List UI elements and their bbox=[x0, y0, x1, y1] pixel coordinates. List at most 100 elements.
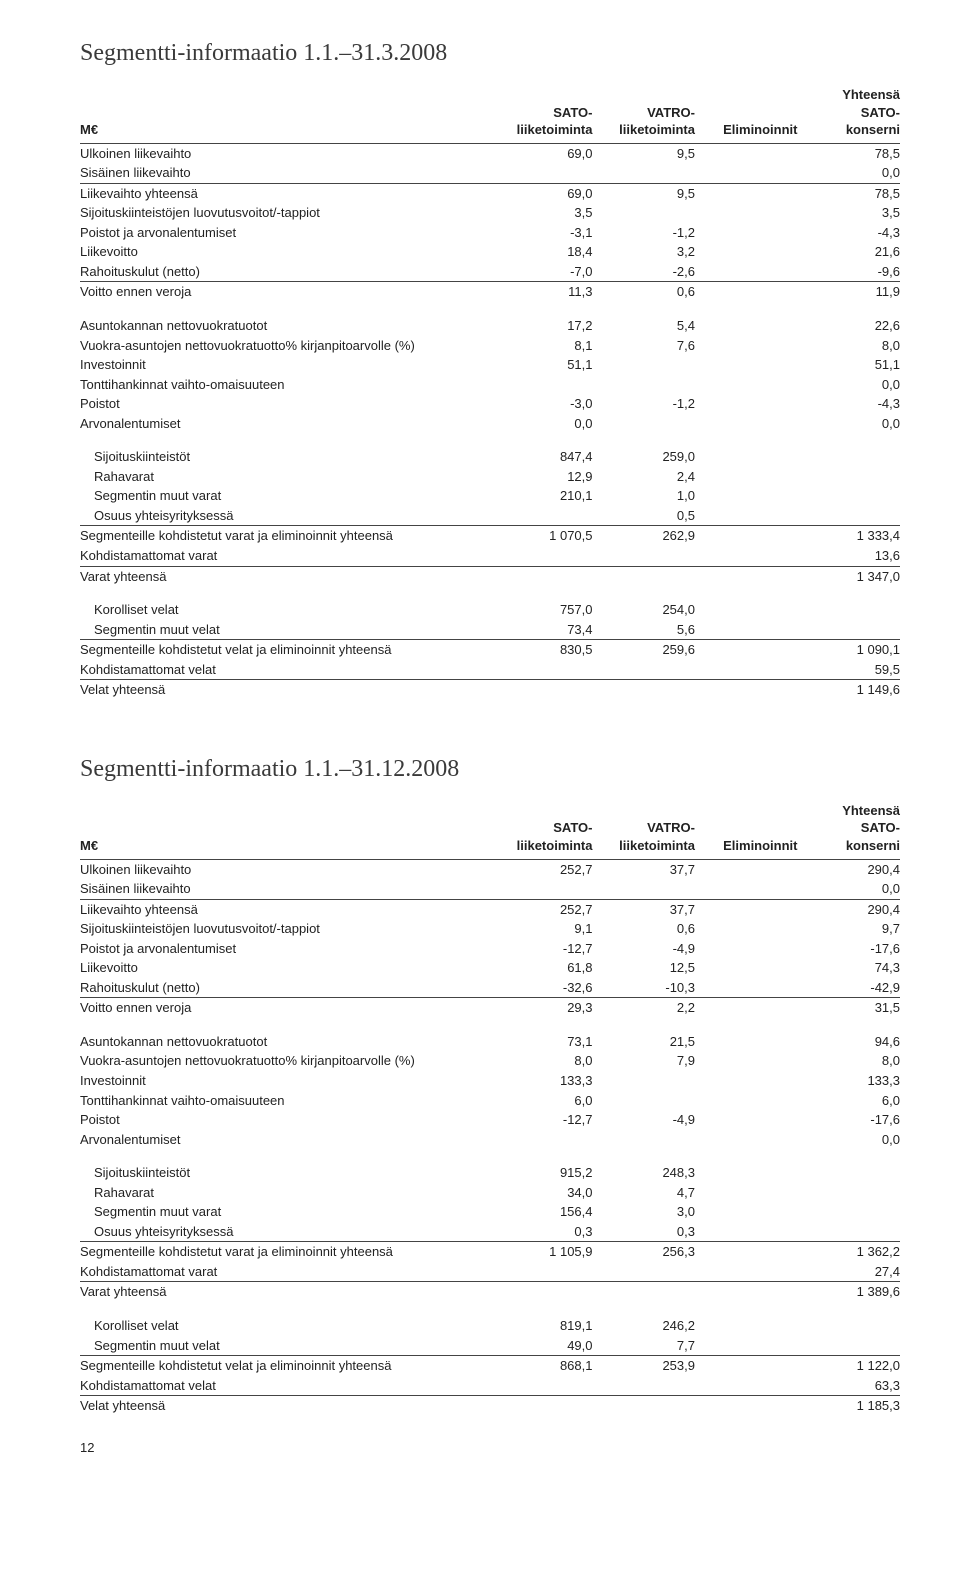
cell-smvl-0: 49,0 bbox=[490, 1336, 593, 1356]
cell-oyy-3 bbox=[798, 506, 901, 526]
cell-skvl-1: 253,9 bbox=[593, 1356, 696, 1376]
table-row: Poistot ja arvonalentumiset-3,1-1,2-4,3 bbox=[80, 223, 900, 243]
cell-skvl-3: 1 122,0 bbox=[798, 1356, 901, 1376]
cell-ant-1: 21,5 bbox=[593, 1032, 696, 1052]
cell-sis-0 bbox=[490, 163, 593, 183]
cell-vev-3: 31,5 bbox=[798, 998, 901, 1018]
row-label-rah: Rahoituskulut (netto) bbox=[80, 262, 490, 282]
cell-smv-0: 210,1 bbox=[490, 486, 593, 506]
cell-arv-1 bbox=[593, 1130, 696, 1150]
cell-vay-1 bbox=[593, 1282, 696, 1302]
table-row: Segmentin muut varat210,11,0 bbox=[80, 486, 900, 506]
cell-inv-1 bbox=[593, 1071, 696, 1091]
cell-vay-0 bbox=[490, 566, 593, 586]
cell-smv-3 bbox=[798, 486, 901, 506]
table-row: Sijoituskiinteistöjen luovutusvoitot/-ta… bbox=[80, 203, 900, 223]
cell-skvl-0: 868,1 bbox=[490, 1356, 593, 1376]
cell-rva-2 bbox=[695, 467, 798, 487]
cell-lvy-0: 69,0 bbox=[490, 183, 593, 203]
cell-ton-0 bbox=[490, 375, 593, 395]
cell-sjk-1: 259,0 bbox=[593, 447, 696, 467]
cell-poi-3: -17,6 bbox=[798, 1110, 901, 1130]
cell-arv-0 bbox=[490, 1130, 593, 1150]
cell-ton-3: 6,0 bbox=[798, 1091, 901, 1111]
cell-vev-0: 11,3 bbox=[490, 282, 593, 302]
cell-ton-2 bbox=[695, 1091, 798, 1111]
cell-smv-1: 3,0 bbox=[593, 1202, 696, 1222]
table-row: Kohdistamattomat varat27,4 bbox=[80, 1262, 900, 1282]
cell-smvl-2 bbox=[695, 1336, 798, 1356]
table-row: Varat yhteensä1 389,6 bbox=[80, 1282, 900, 1302]
cell-sis-1 bbox=[593, 879, 696, 899]
cell-ant-3: 22,6 bbox=[798, 316, 901, 336]
table-row: Kohdistamattomat varat 13,6 bbox=[80, 546, 900, 566]
cell-pja-0: -3,1 bbox=[490, 223, 593, 243]
cell-poi-1: -4,9 bbox=[593, 1110, 696, 1130]
cell-lvy-3: 78,5 bbox=[798, 183, 901, 203]
row-label-poi: Poistot bbox=[80, 1110, 490, 1130]
table-row: Voitto ennen veroja29,32,231,5 bbox=[80, 998, 900, 1018]
table-row: Arvonalentumiset 0,0 bbox=[80, 1130, 900, 1150]
cell-ulk-2 bbox=[695, 859, 798, 879]
table-row: Segmentin muut velat49,07,7 bbox=[80, 1336, 900, 1356]
cell-kmv-1 bbox=[593, 1262, 696, 1282]
cell-lvo-0: 61,8 bbox=[490, 958, 593, 978]
cell-kmv-2 bbox=[695, 1262, 798, 1282]
cell-ulk-1: 9,5 bbox=[593, 143, 696, 163]
cell-sij-0: 9,1 bbox=[490, 919, 593, 939]
cell-kmv-3: 13,6 bbox=[798, 546, 901, 566]
cell-vly-2 bbox=[695, 680, 798, 700]
cell-skvl-2 bbox=[695, 640, 798, 660]
cell-smv-1: 1,0 bbox=[593, 486, 696, 506]
cell-arv-3: 0,0 bbox=[798, 1130, 901, 1150]
row-label-rva: Rahavarat bbox=[80, 467, 490, 487]
cell-vly-1 bbox=[593, 680, 696, 700]
cell-kmv-1 bbox=[593, 546, 696, 566]
cell-smv-3 bbox=[798, 1202, 901, 1222]
cell-skv-1: 262,9 bbox=[593, 526, 696, 546]
cell-kmv-0 bbox=[490, 1262, 593, 1282]
row-label-skvl: Segmenteille kohdistetut velat ja elimin… bbox=[80, 640, 490, 660]
cell-sij-3: 9,7 bbox=[798, 919, 901, 939]
cell-vak-3: 8,0 bbox=[798, 1051, 901, 1071]
cell-kmvl-3: 59,5 bbox=[798, 660, 901, 680]
cell-rah-2 bbox=[695, 262, 798, 282]
table-row: Liikevaihto yhteensä69,09,578,5 bbox=[80, 183, 900, 203]
col-header-vatro: VATRO-liiketoiminta bbox=[593, 85, 696, 143]
cell-skv-1: 256,3 bbox=[593, 1242, 696, 1262]
cell-sij-1: 0,6 bbox=[593, 919, 696, 939]
cell-sjk-2 bbox=[695, 1163, 798, 1183]
cell-pja-2 bbox=[695, 223, 798, 243]
cell-poi-2 bbox=[695, 394, 798, 414]
cell-lvy-0: 252,7 bbox=[490, 899, 593, 919]
table-row: Segmenteille kohdistetut velat ja elimin… bbox=[80, 1356, 900, 1376]
cell-kmvl-0 bbox=[490, 660, 593, 680]
cell-lvy-2 bbox=[695, 183, 798, 203]
cell-ulk-3: 290,4 bbox=[798, 859, 901, 879]
row-label-smvl: Segmentin muut velat bbox=[80, 1336, 490, 1356]
cell-rah-0: -7,0 bbox=[490, 262, 593, 282]
row-label-kmvl: Kohdistamattomat velat bbox=[80, 660, 490, 680]
cell-kov-1: 246,2 bbox=[593, 1316, 696, 1336]
col-header-meur: M€ bbox=[80, 85, 490, 143]
row-label-inv: Investoinnit bbox=[80, 355, 490, 375]
cell-oyy-1: 0,3 bbox=[593, 1222, 696, 1242]
row-label-skv: Segmenteille kohdistetut varat ja elimin… bbox=[80, 526, 490, 546]
row-label-vev: Voitto ennen veroja bbox=[80, 282, 490, 302]
table-row: Kohdistamattomat velat 59,5 bbox=[80, 660, 900, 680]
table-row: Vuokra-asuntojen nettovuokratuotto% kirj… bbox=[80, 336, 900, 356]
cell-lvo-0: 18,4 bbox=[490, 242, 593, 262]
cell-rva-1: 4,7 bbox=[593, 1183, 696, 1203]
row-label-lvo: Liikevoitto bbox=[80, 958, 490, 978]
cell-smv-2 bbox=[695, 1202, 798, 1222]
table-row: Segmentin muut varat156,43,0 bbox=[80, 1202, 900, 1222]
table-row: Poistot ja arvonalentumiset-12,7-4,9-17,… bbox=[80, 939, 900, 959]
row-label-poi: Poistot bbox=[80, 394, 490, 414]
row-label-lvo: Liikevoitto bbox=[80, 242, 490, 262]
row-label-kmv: Kohdistamattomat varat bbox=[80, 546, 490, 566]
row-label-lvy: Liikevaihto yhteensä bbox=[80, 899, 490, 919]
cell-ton-2 bbox=[695, 375, 798, 395]
cell-skvl-0: 830,5 bbox=[490, 640, 593, 660]
row-label-arv: Arvonalentumiset bbox=[80, 1130, 490, 1150]
cell-rva-1: 2,4 bbox=[593, 467, 696, 487]
